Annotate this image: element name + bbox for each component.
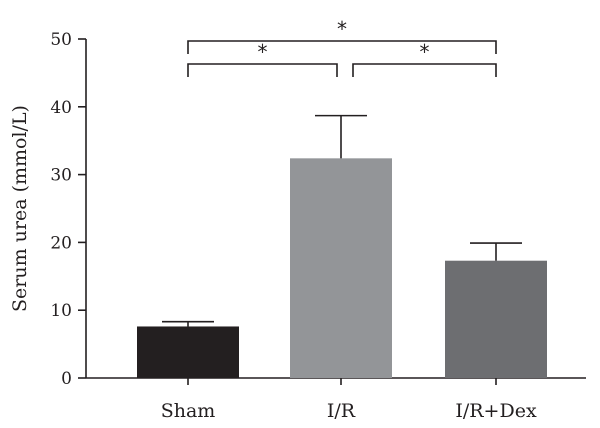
significance-bracket [187, 63, 338, 77]
x-tick-label: I/R [327, 400, 356, 422]
significance-asterisk: * [258, 40, 268, 64]
bar-sham [137, 326, 239, 378]
significance-asterisk: * [337, 17, 347, 41]
y-axis-label: Serum urea (mmol/L) [9, 105, 31, 312]
x-tick-label: Sham [161, 400, 216, 422]
bar-i-r [290, 158, 392, 378]
y-tick-label: 0 [61, 369, 72, 389]
significance-asterisk: * [420, 40, 430, 64]
x-tick-label: I/R+Dex [455, 400, 537, 422]
y-tick-label: 10 [50, 301, 72, 321]
significance-bracket [352, 63, 497, 77]
significance-bracket [187, 40, 497, 54]
bar-i-r-dex [445, 260, 547, 378]
y-tick-label: 50 [50, 30, 72, 50]
y-tick-label: 40 [50, 98, 72, 118]
y-tick-label: 30 [50, 166, 72, 186]
y-tick-label: 20 [50, 233, 72, 253]
